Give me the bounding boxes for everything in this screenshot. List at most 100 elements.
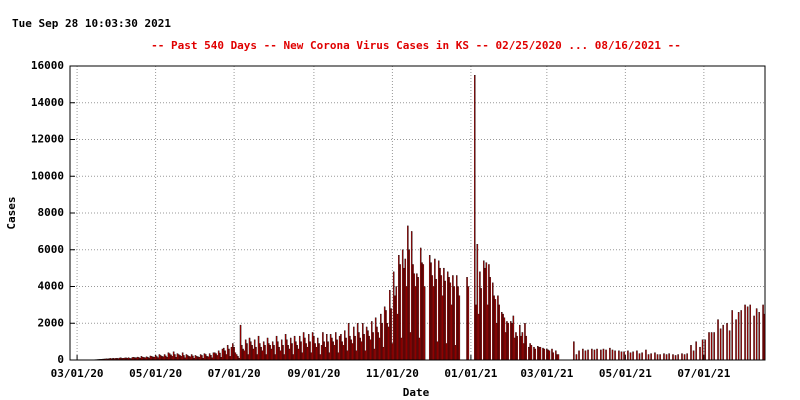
bar <box>749 304 751 361</box>
bar <box>704 339 706 361</box>
bar <box>188 356 190 361</box>
bar <box>690 345 692 361</box>
y-tick-label: 8000 <box>38 206 65 219</box>
bar <box>746 306 749 361</box>
bar <box>548 350 551 361</box>
bar <box>255 346 257 361</box>
bar <box>196 356 198 361</box>
bar <box>256 354 259 361</box>
bar <box>645 349 647 361</box>
bar <box>268 343 270 361</box>
bar <box>513 337 516 361</box>
bar <box>179 355 181 361</box>
bar <box>446 271 449 361</box>
bar <box>511 323 513 361</box>
bar <box>762 304 764 361</box>
bar <box>422 264 425 361</box>
bar <box>305 343 307 361</box>
bar <box>277 341 279 361</box>
bar <box>501 312 503 361</box>
bar <box>593 349 596 361</box>
bar <box>686 353 688 361</box>
bar <box>373 348 376 361</box>
bar <box>483 260 485 361</box>
bar <box>170 354 172 361</box>
timestamp: Tue Sep 28 10:03:30 2021 <box>12 17 171 30</box>
bar <box>380 313 382 361</box>
bar <box>307 334 310 361</box>
bar <box>410 231 413 361</box>
bar <box>412 264 414 361</box>
bar <box>201 355 203 361</box>
bar <box>228 348 230 361</box>
bar <box>533 346 535 361</box>
bar <box>551 348 553 361</box>
y-tick-label: 4000 <box>38 280 65 293</box>
bar <box>524 323 526 361</box>
bar <box>328 352 331 361</box>
x-tick-label: 03/01/20 <box>51 367 104 380</box>
bar <box>271 341 274 361</box>
bar <box>288 348 291 361</box>
bar <box>322 332 324 361</box>
bar <box>726 323 728 361</box>
bar <box>699 346 701 361</box>
bar <box>194 355 197 361</box>
bar <box>310 352 313 361</box>
bar <box>326 334 328 361</box>
bar <box>358 332 360 361</box>
bar <box>296 345 298 361</box>
y-tick-label: 10000 <box>31 169 64 182</box>
bar <box>349 335 351 361</box>
bar <box>165 355 167 361</box>
bar <box>737 312 740 361</box>
bar <box>273 345 275 361</box>
bar <box>342 345 345 361</box>
bar <box>291 343 293 361</box>
bar <box>242 348 244 361</box>
bar <box>292 354 295 361</box>
bar <box>591 348 593 361</box>
bar <box>458 295 461 361</box>
bar <box>494 299 497 361</box>
bar <box>443 267 445 361</box>
bar <box>353 326 355 361</box>
bar <box>677 354 679 361</box>
bar <box>413 273 416 361</box>
bar <box>287 345 289 361</box>
bar <box>710 332 713 361</box>
bar <box>708 332 710 361</box>
bar <box>744 304 746 361</box>
bar <box>389 289 391 361</box>
bar <box>522 343 525 361</box>
bar <box>521 332 524 361</box>
bar <box>190 354 193 361</box>
bar <box>278 346 280 361</box>
bar <box>587 349 589 361</box>
bar <box>390 308 392 361</box>
bar <box>623 351 625 361</box>
bar <box>293 335 296 361</box>
bar <box>578 350 580 361</box>
bar <box>382 346 385 361</box>
bar <box>176 353 179 361</box>
bar <box>398 255 400 361</box>
bar <box>261 350 264 361</box>
bar <box>755 308 758 361</box>
bar <box>399 264 401 361</box>
bar <box>159 355 162 361</box>
bar <box>283 354 286 361</box>
bar <box>602 348 605 361</box>
bar <box>488 264 490 361</box>
bar <box>672 354 674 361</box>
bar <box>230 346 233 361</box>
bar <box>448 277 450 361</box>
bar <box>457 286 459 361</box>
bar <box>611 349 614 361</box>
bar <box>647 354 650 361</box>
bar <box>405 286 408 361</box>
bar <box>542 347 544 361</box>
x-tick-label: 05/01/21 <box>599 367 652 380</box>
x-tick-label: 07/01/20 <box>208 367 261 380</box>
bar <box>516 335 518 361</box>
